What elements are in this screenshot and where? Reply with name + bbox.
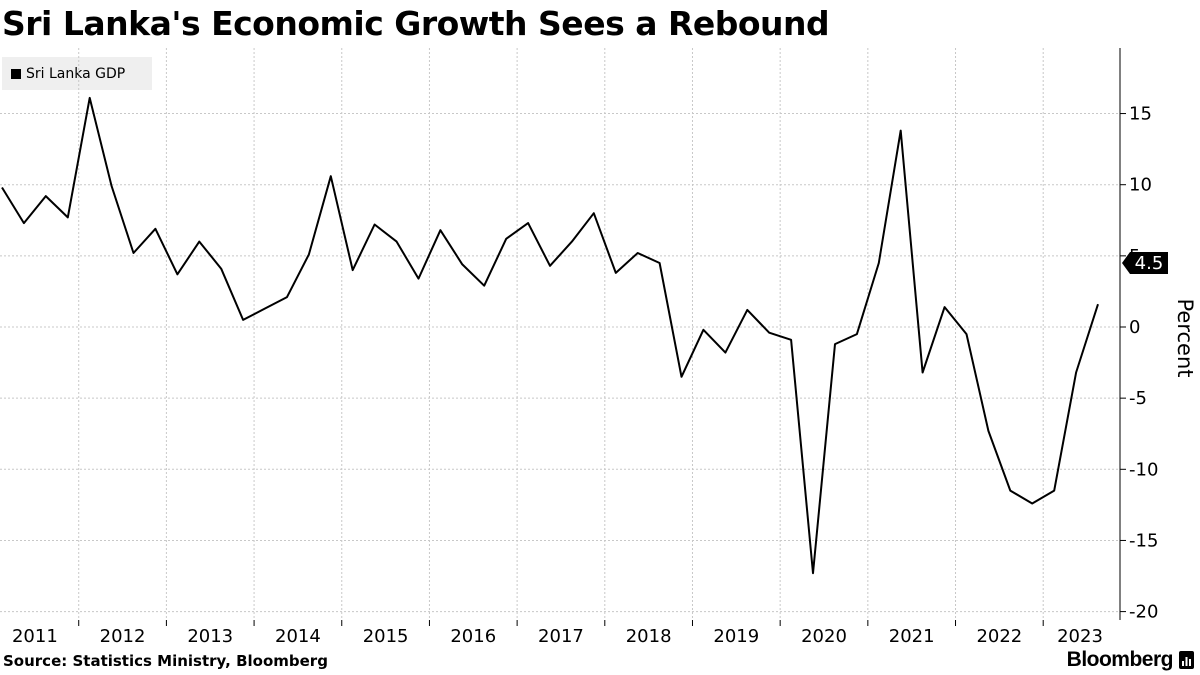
y-tick-label: 10 <box>1129 175 1152 196</box>
x-tick-label: 2019 <box>713 626 759 647</box>
x-tick-label: 2017 <box>538 626 584 647</box>
source-note: Source: Statistics Ministry, Bloomberg <box>3 652 328 670</box>
x-tick-label: 2018 <box>626 626 672 647</box>
x-tick-label: 2015 <box>363 626 409 647</box>
y-tick-label: 0 <box>1129 317 1140 338</box>
legend: Sri Lanka GDP <box>2 57 152 90</box>
last-value-badge <box>1122 251 1168 274</box>
y-tick-label: 15 <box>1129 104 1152 125</box>
y-tick-label: -15 <box>1129 530 1158 551</box>
y-tick-label: -5 <box>1129 388 1147 409</box>
y-axis-label: Percent <box>1173 298 1197 377</box>
series-layer <box>1 96 1099 575</box>
y-ticks: 151050-5-10-15-20 <box>1120 104 1158 623</box>
bloomberg-terminal-icon <box>1179 651 1194 669</box>
brand-name: Bloomberg <box>1066 648 1174 671</box>
x-tick-label: 2022 <box>976 626 1022 647</box>
x-tick-label: 2023 <box>1057 626 1103 647</box>
chart-title: Sri Lanka's Economic Growth Sees a Rebou… <box>2 4 830 43</box>
brand: Bloomberg <box>1067 648 1194 672</box>
legend-swatch <box>11 68 21 79</box>
x-tick-label: 2016 <box>450 626 496 647</box>
x-ticks: 2011 2012 2013 2014 2015 2016 2017 2018 2019 2020… <box>12 620 1103 647</box>
x-tick-label: 2012 <box>100 626 146 647</box>
legend-label: Sri Lanka GDP <box>26 65 126 82</box>
series-line-sri-lanka-gdp <box>1 96 1099 575</box>
x-tick-label: 2021 <box>889 626 935 647</box>
y-tick-label: -20 <box>1129 602 1158 623</box>
x-tick-label: 2011 <box>12 626 58 647</box>
x-tick-label: 2013 <box>187 626 233 647</box>
y-tick-label: -10 <box>1129 459 1158 480</box>
grid-layer <box>0 48 1120 620</box>
last-value-callout: 4.5 <box>1122 251 1168 274</box>
x-tick-label: 2014 <box>275 626 321 647</box>
last-value-label: 4.5 <box>1135 253 1164 274</box>
x-tick-label: 2020 <box>801 626 847 647</box>
